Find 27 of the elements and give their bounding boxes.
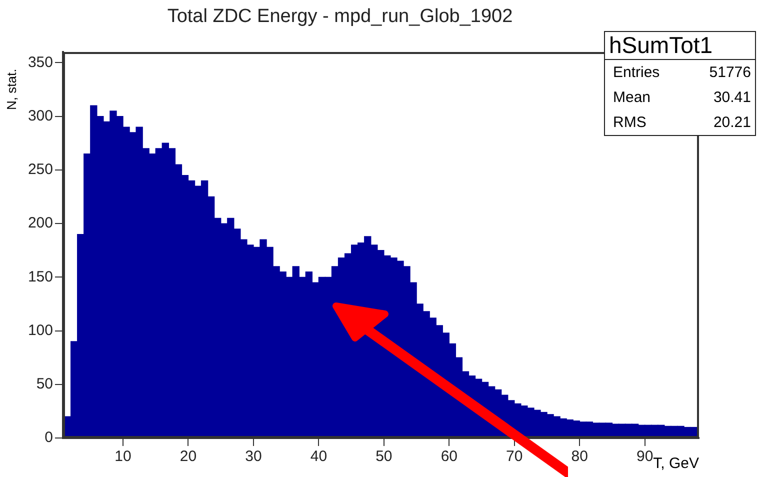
x-tick-label: 20: [180, 448, 197, 466]
x-tick-label: 10: [114, 448, 132, 466]
annotation: hSumTot1: [605, 32, 755, 60]
y-tick-label: 100: [28, 322, 53, 339]
x-tick-label: 40: [310, 448, 328, 466]
y-tick-label: 300: [28, 107, 53, 124]
y-axis-title: N, stat.: [4, 68, 19, 110]
x-tick-label: 50: [376, 448, 392, 466]
x-tick-label: 90: [636, 448, 654, 466]
y-tick-label: 50: [36, 376, 53, 393]
annotation: Mean: [613, 89, 651, 106]
text: 30.41: [713, 89, 751, 106]
x-axis-title: T, GeV: [653, 455, 699, 472]
annotation: RMS: [613, 114, 646, 131]
x-tick-label: 60: [440, 448, 458, 466]
y-tick-label: 250: [28, 161, 53, 178]
y-tick-label: 0: [44, 429, 53, 446]
x-tick-label: 30: [245, 448, 262, 466]
chart-title: Total ZDC Energy - mpd_run_Glob_1902: [166, 6, 514, 28]
x-tick-label: 70: [506, 448, 523, 466]
annotation: Entries: [613, 64, 660, 81]
text: 20.21: [713, 114, 751, 131]
y-tick-label: 350: [28, 54, 53, 71]
text: 51776: [709, 64, 751, 81]
y-tick-label: 200: [28, 214, 53, 232]
x-tick-label: 80: [571, 448, 588, 466]
y-tick-label: 150: [28, 268, 53, 286]
